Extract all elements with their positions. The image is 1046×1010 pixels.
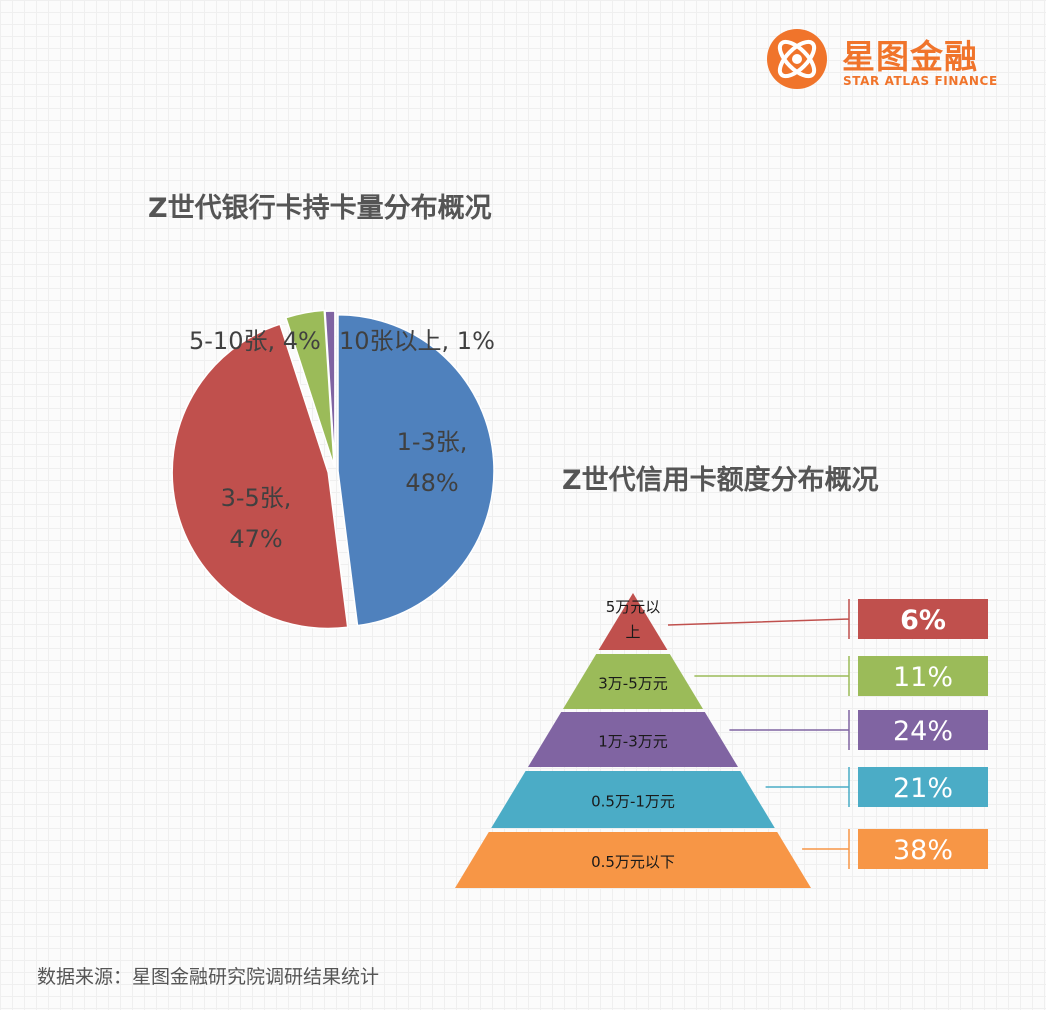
pie-label-name: 1-3张, <box>397 428 468 456</box>
pyramid-value-box-4 <box>858 767 988 807</box>
pie-label-2: 3-5张, 47% <box>221 484 292 553</box>
brand-logo-icon <box>767 29 827 89</box>
pyramid-label-4: 0.5万-1万元 <box>591 793 675 811</box>
pyramid-connector-5 <box>802 829 850 869</box>
pyramid-value-1: 6% <box>900 605 946 636</box>
pie-slice-4 <box>324 310 336 468</box>
pyramid-chart-title: Z世代信用卡额度分布概况 <box>562 465 879 496</box>
pyramid-label-line-1: 5万元以 <box>606 598 661 616</box>
pie-label-value: 47% <box>229 525 282 553</box>
data-source-note: 数据来源：星图金融研究院调研结果统计 <box>37 966 380 988</box>
pie-label-1: 1-3张, 48% <box>397 428 468 497</box>
pie-slice-2 <box>171 323 349 630</box>
pyramid-level-3 <box>528 712 738 767</box>
brand-name-en: STAR ATLAS FINANCE <box>843 74 998 88</box>
pie-label-text: 5-10张, 4% <box>189 327 321 355</box>
brand-logo: 星图金融 STAR ATLAS FINANCE <box>766 28 1016 94</box>
pie-label-value: 48% <box>405 469 458 497</box>
pyramid-level-1 <box>598 593 668 650</box>
pyramid-value-3: 24% <box>893 716 953 747</box>
pie-slice-1 <box>337 314 495 627</box>
pyramid-label-5: 0.5万元以下 <box>591 853 675 871</box>
brand-name: 星图金融 <box>842 37 978 76</box>
pie-label-text: 10张以上, 1% <box>339 327 495 355</box>
pyramid-label-line-2: 上 <box>625 623 640 641</box>
pie-label-4: 10张以上, 1% <box>339 327 495 355</box>
pyramid-value-box-1 <box>858 599 988 639</box>
pie-chart-title: Z世代银行卡持卡量分布概况 <box>148 193 492 224</box>
pyramid-value-5: 38% <box>893 835 953 866</box>
pyramid-value-box-3 <box>858 710 988 750</box>
pie-label-name: 3-5张, <box>221 484 292 512</box>
pyramid-connector-4 <box>765 767 850 807</box>
pyramid-value-2: 11% <box>893 662 953 693</box>
pie-label-3: 5-10张, 4% <box>189 327 321 355</box>
pyramid-connector-2 <box>694 656 850 696</box>
pyramid-level-2 <box>563 654 703 709</box>
pyramid-label-3: 1万-3万元 <box>598 733 668 751</box>
pyramid-value-box-2 <box>858 656 988 696</box>
pyramid-level-5 <box>455 832 811 888</box>
pie-slice-3 <box>284 309 335 467</box>
pyramid-connector-1 <box>667 599 850 639</box>
pyramid-label-2: 3万-5万元 <box>598 675 668 693</box>
pyramid-value-box-5 <box>858 829 988 869</box>
pyramid-connector-3 <box>729 710 850 750</box>
pyramid-value-4: 21% <box>893 773 953 804</box>
pyramid-level-4 <box>491 771 775 828</box>
